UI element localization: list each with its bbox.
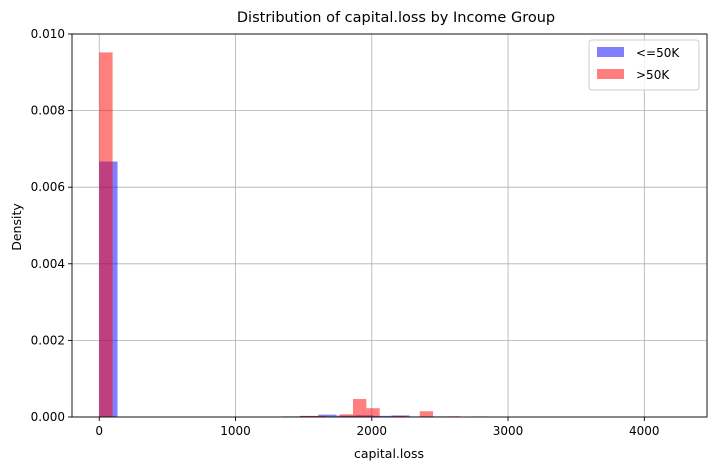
y-axis-label: Density	[9, 203, 24, 251]
x-tick-label: 3000	[493, 424, 524, 438]
chart-title: Distribution of capital.loss by Income G…	[237, 10, 555, 26]
histogram-bar	[366, 408, 380, 417]
histogram-bar	[419, 411, 434, 417]
histogram-bar	[339, 414, 353, 417]
histogram-bar	[99, 52, 113, 417]
x-tick-label: 0	[95, 424, 103, 438]
histogram-bar	[318, 414, 337, 417]
legend-label: >50K	[636, 68, 670, 82]
x-tick-label: 1000	[220, 424, 251, 438]
y-tick-label: 0.002	[31, 333, 65, 347]
x-tick-label: 4000	[629, 424, 660, 438]
histogram-bar	[299, 415, 313, 417]
x-tick-label: 2000	[357, 424, 388, 438]
y-tick-label: 0.004	[31, 257, 65, 271]
legend-swatch	[597, 47, 624, 57]
histogram-bar	[373, 415, 392, 417]
plot-area: 0 1000 2000 3000 4000 0.000 0.002 0.004 0.006 0.0…	[31, 27, 708, 438]
y-tick-label: 0.010	[31, 27, 65, 41]
histogram-bar	[312, 415, 327, 417]
legend-label: <=50K	[636, 46, 680, 60]
x-axis-label: capital.loss	[354, 446, 424, 461]
histogram-bar	[352, 398, 367, 417]
axes-frame	[71, 33, 708, 418]
legend-swatch	[597, 69, 624, 79]
legend: <=50K >50K	[588, 39, 700, 91]
y-tick-label: 0.000	[31, 410, 65, 424]
histogram-bar	[393, 415, 407, 417]
y-tick-label: 0.008	[31, 104, 65, 118]
y-tick-label: 0.006	[31, 180, 65, 194]
